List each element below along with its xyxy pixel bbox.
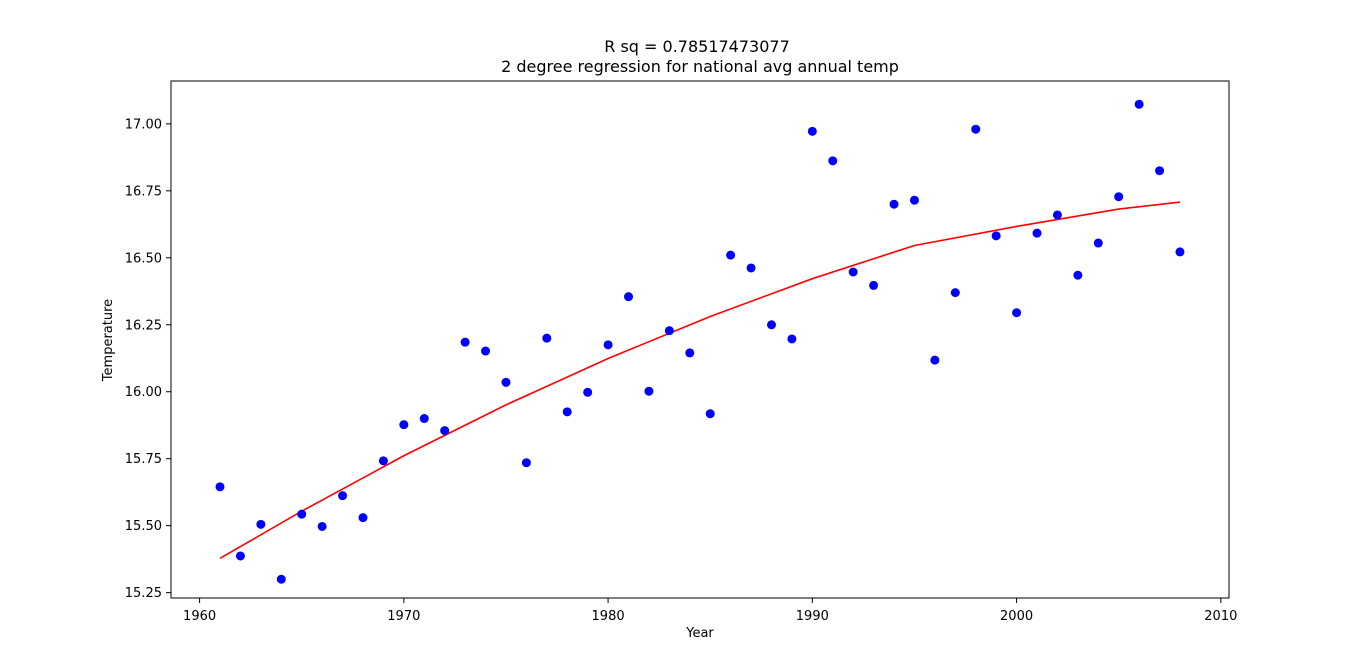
data-point [317, 521, 327, 531]
data-point [562, 407, 572, 417]
y-tick-label: 15.25 [125, 586, 162, 601]
data-point [583, 387, 593, 397]
data-point [1114, 192, 1124, 202]
data-point [481, 346, 491, 356]
x-tick-label: 1980 [592, 609, 625, 624]
data-point [746, 263, 756, 273]
data-point [521, 458, 531, 468]
data-point [807, 126, 817, 136]
data-point [378, 456, 388, 466]
data-point [1175, 247, 1185, 257]
data-point [1073, 270, 1083, 280]
data-point [726, 250, 736, 260]
data-point [624, 292, 634, 302]
data-point [440, 426, 450, 436]
x-tick-label: 1970 [387, 609, 420, 624]
data-point [460, 337, 470, 347]
y-axis: 15.25 15.50 15.75 16.00 16.25 16.50 16.75 17.00 [125, 117, 171, 601]
data-point [705, 409, 715, 419]
y-axis-label: Temperature [101, 299, 116, 382]
data-point [338, 491, 348, 501]
data-point [603, 340, 613, 350]
data-point [542, 333, 552, 343]
y-tick-label: 16.75 [125, 184, 162, 199]
x-tick-label: 1990 [796, 609, 829, 624]
data-point [501, 377, 511, 387]
y-tick-label: 16.50 [125, 251, 162, 266]
data-point [399, 420, 409, 430]
data-point [276, 574, 286, 584]
data-point [1093, 238, 1103, 248]
x-tick-label: 2000 [1000, 609, 1033, 624]
data-point [297, 509, 307, 519]
data-point [256, 519, 266, 529]
chart-title: R sq = 0.78517473077 [604, 37, 790, 56]
x-axis: 1960 1970 1980 1990 2000 2010 [183, 598, 1237, 624]
data-point [235, 551, 245, 561]
data-point [1012, 308, 1022, 318]
x-axis-label: Year [685, 626, 714, 641]
y-tick-label: 15.75 [125, 452, 162, 467]
y-tick-label: 15.50 [125, 519, 162, 534]
y-tick-label: 16.25 [125, 318, 162, 333]
data-point [828, 156, 838, 166]
data-point [1155, 166, 1165, 176]
data-point [685, 348, 695, 358]
data-point [644, 386, 654, 396]
plot-content [215, 99, 1185, 584]
data-point [869, 280, 879, 290]
y-tick-label: 16.00 [125, 385, 162, 400]
plot-frame [170, 80, 1230, 599]
x-tick-label: 1960 [183, 609, 216, 624]
data-point [991, 231, 1001, 241]
data-point [848, 267, 858, 277]
data-point [971, 124, 981, 134]
data-point [950, 288, 960, 298]
data-point [1134, 99, 1144, 109]
chart-subtitle: 2 degree regression for national avg ann… [501, 57, 899, 76]
data-point [787, 334, 797, 344]
data-point [909, 195, 919, 205]
x-tick-label: 2010 [1204, 609, 1237, 624]
data-point [766, 320, 776, 330]
data-point [889, 199, 899, 209]
data-point [930, 355, 940, 365]
regression-line [219, 201, 1181, 560]
data-point [1052, 210, 1062, 220]
data-point [358, 513, 368, 523]
data-point [215, 482, 225, 492]
y-tick-label: 17.00 [125, 117, 162, 132]
data-point [664, 326, 674, 336]
data-point [1032, 228, 1042, 238]
data-point [419, 414, 429, 424]
